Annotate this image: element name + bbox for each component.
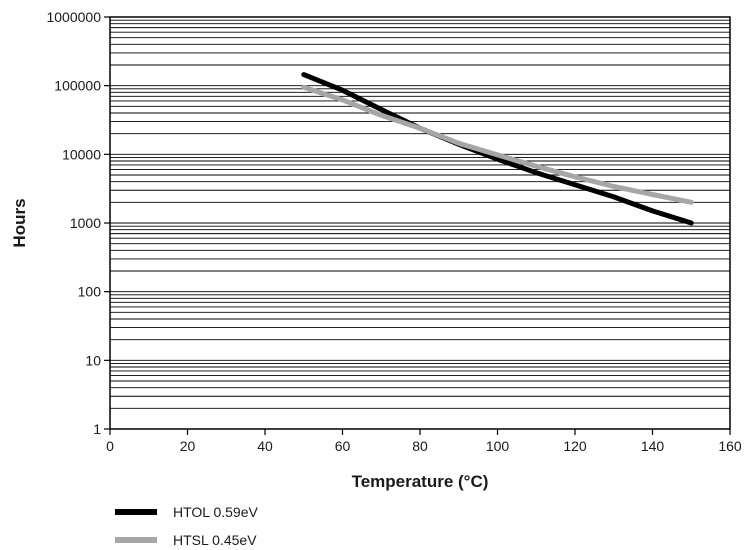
y-tick-label: 10 xyxy=(85,352,101,368)
x-tick-label: 160 xyxy=(718,438,742,454)
series-line xyxy=(301,84,694,205)
x-tick-label: 40 xyxy=(257,438,273,454)
x-tick-label: 140 xyxy=(641,438,665,454)
x-tick-label: 80 xyxy=(412,438,428,454)
y-axis-title: Hours xyxy=(10,198,29,247)
legend-label: HTSL 0.45eV xyxy=(173,532,257,548)
series-lines xyxy=(301,72,694,226)
legend: HTOL 0.59eV HTSL 0.45eV xyxy=(115,504,258,548)
x-tick-label: 20 xyxy=(180,438,196,454)
grid-lines xyxy=(110,19,730,430)
x-axis-ticks: 0 20 40 60 80 100 120 140 160 xyxy=(106,429,742,454)
x-axis-title: Temperature (°C) xyxy=(352,472,489,491)
y-tick-label: 1000000 xyxy=(46,9,101,25)
legend-label: HTOL 0.59eV xyxy=(173,504,258,520)
x-tick-label: 120 xyxy=(563,438,587,454)
series-line xyxy=(301,72,694,226)
y-tick-label: 1 xyxy=(93,421,101,437)
x-tick-label: 0 xyxy=(106,438,114,454)
y-tick-label: 1000 xyxy=(70,215,101,231)
x-tick-label: 100 xyxy=(486,438,510,454)
y-tick-label: 100000 xyxy=(54,78,101,94)
x-tick-label: 60 xyxy=(335,438,351,454)
y-tick-label: 100 xyxy=(78,284,102,300)
y-axis-ticks: 1 10 100 1000 10000 100000 1000000 xyxy=(46,9,110,437)
y-tick-label: 10000 xyxy=(62,146,101,162)
